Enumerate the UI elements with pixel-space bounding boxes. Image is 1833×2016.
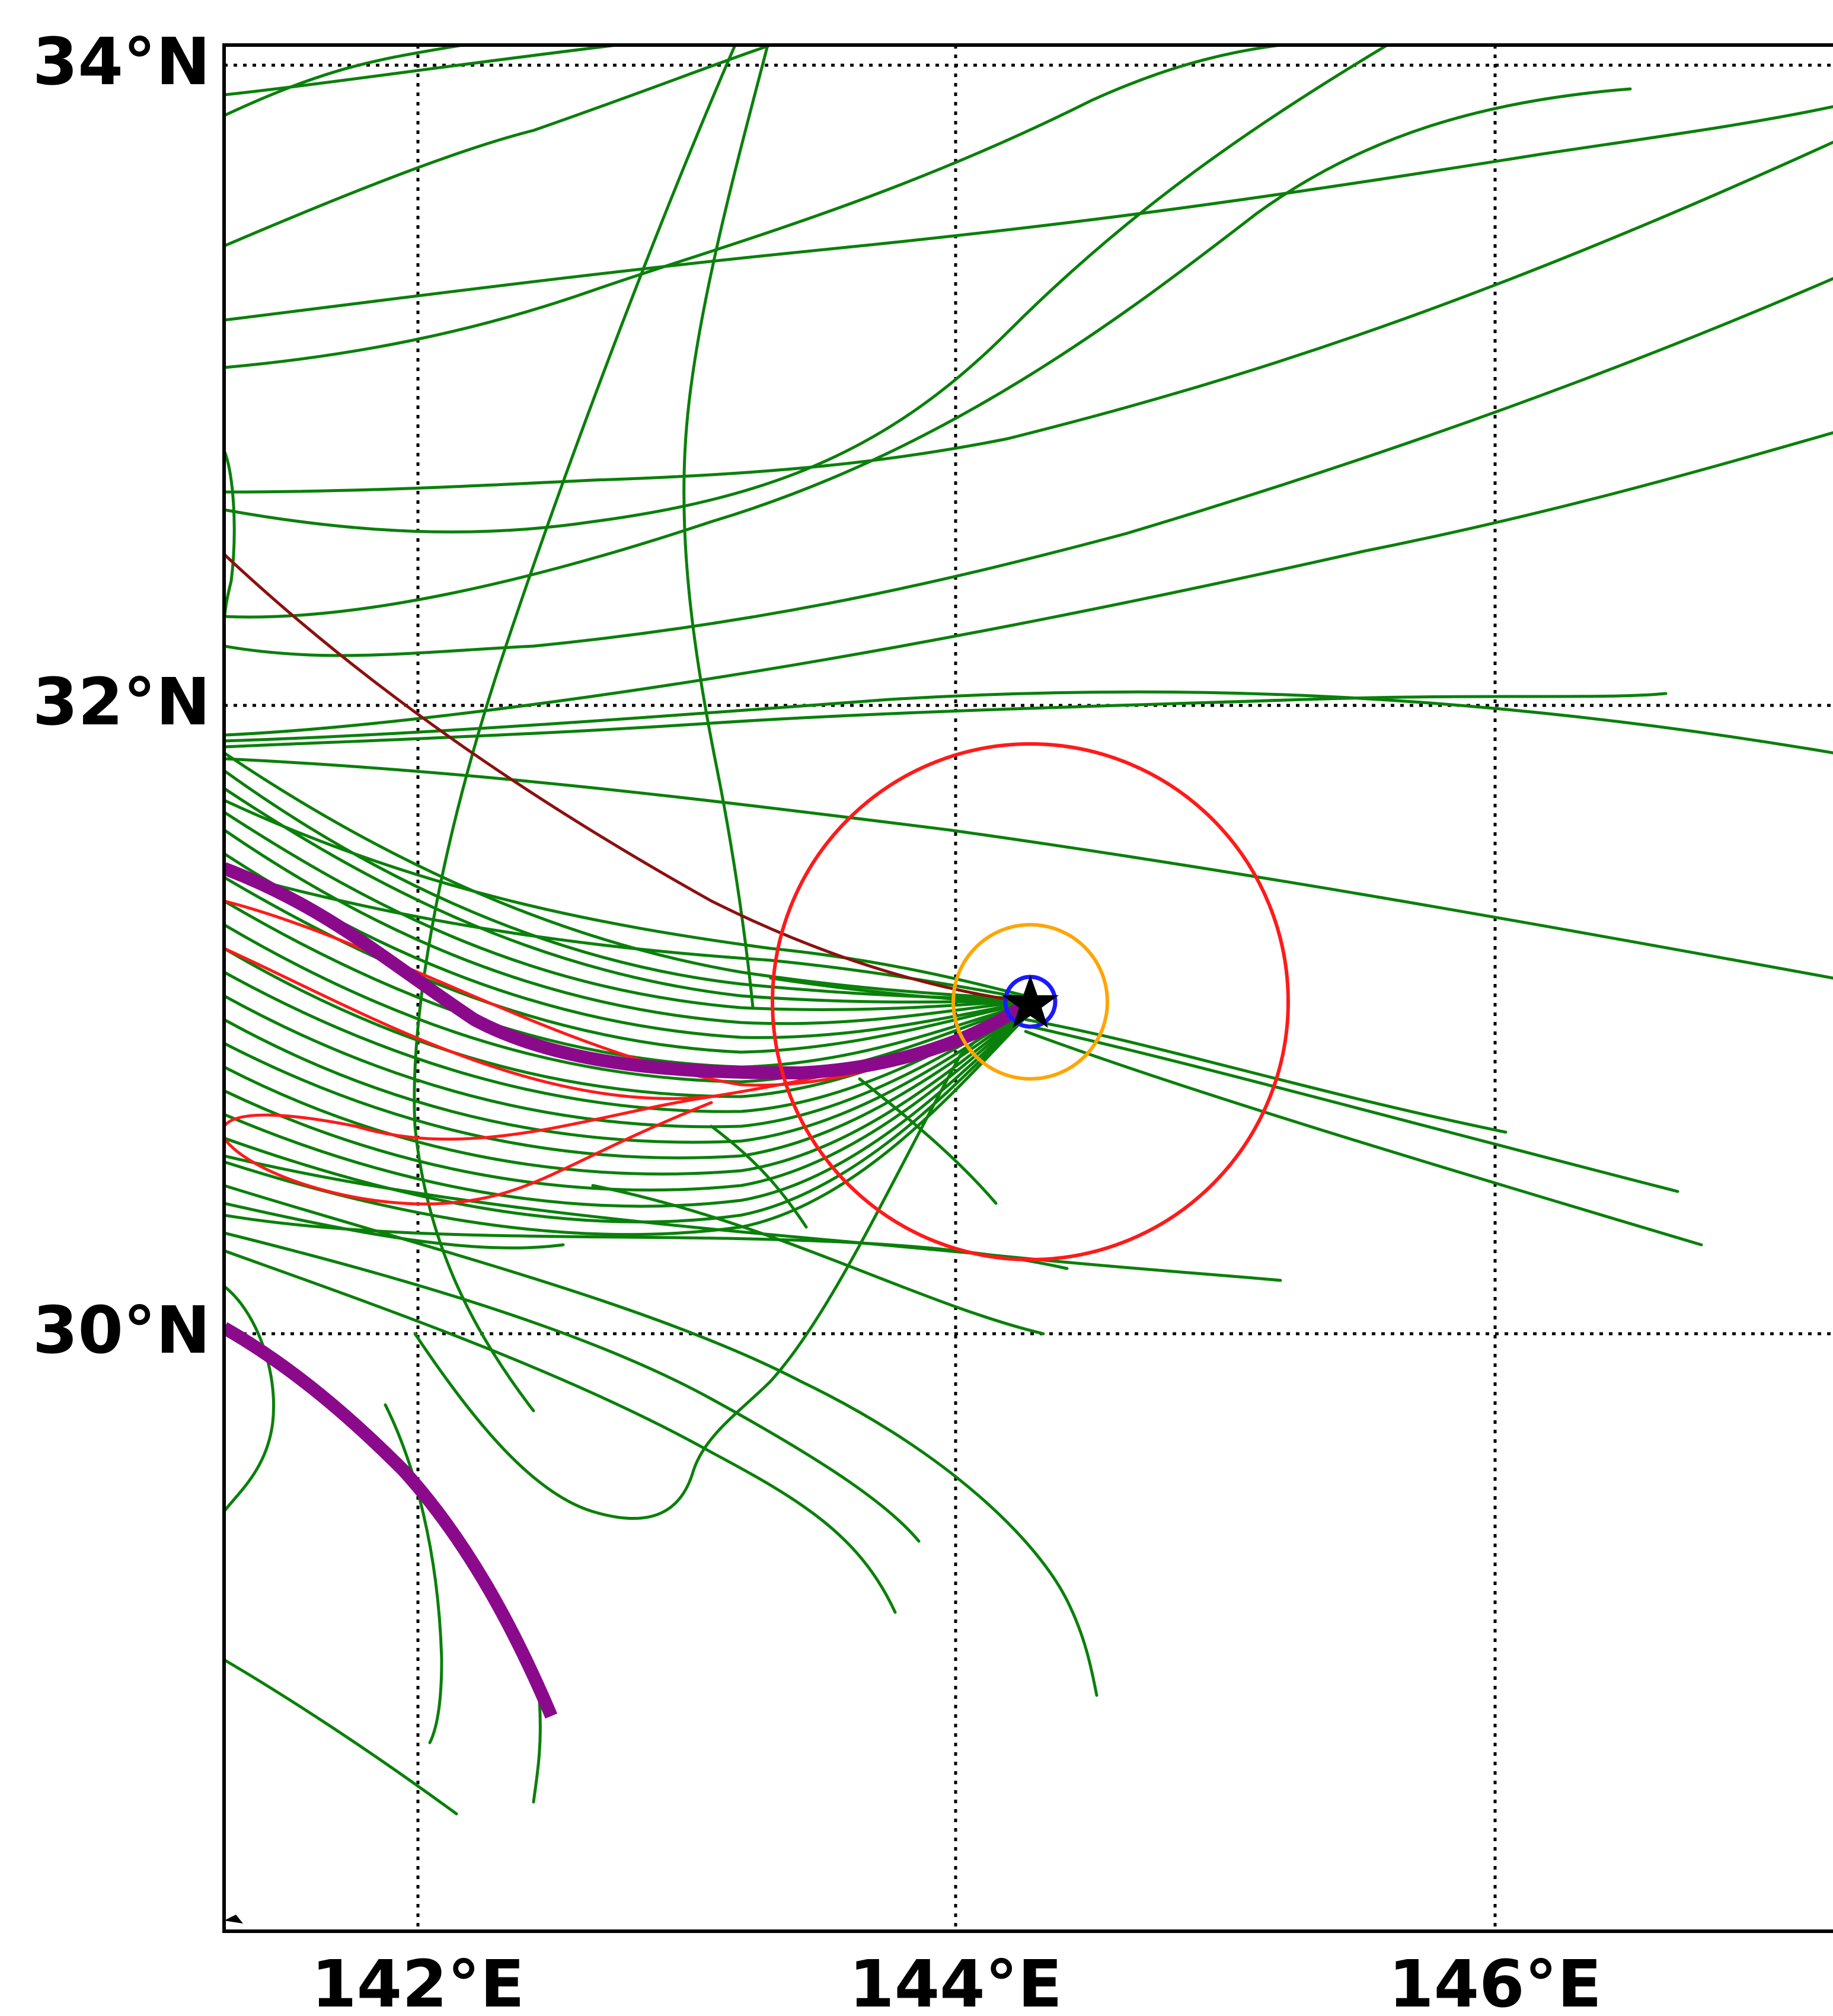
ensemble-track [224,1008,1027,1144]
corner-arrow-icon [224,1915,243,1924]
ensemble-track [224,1249,897,1614]
ensemble-track [224,876,1027,1054]
ensemble-track [224,45,618,97]
ensemble-track [224,692,1668,749]
lat-label-34: 34°N [33,24,210,100]
ensemble-track [224,757,1833,980]
ensemble-track [682,45,769,1009]
lat-label-32: 32°N [33,664,210,740]
ensemble-track [224,798,1027,998]
star-marker-icon [1002,975,1059,1028]
ensemble-track [224,1231,921,1543]
ensemble-track [413,1012,1027,1520]
lon-label-142: 142°E [311,1946,525,2016]
ensemble-track [224,1154,1282,1282]
ensemble-track [224,1014,1027,1223]
ensemble-track [224,277,1833,657]
ensemble-track [224,870,1027,1000]
ensemble-tracks [224,45,1833,1816]
ensemble-track [224,994,1027,1129]
radius-circle-medium [951,923,1109,1081]
plot-area [224,45,1833,1931]
radius-circle-large [771,742,1290,1261]
ensemble-track [224,1012,1027,1192]
ensemble-track [224,1011,1027,1175]
ensemble-track [224,1658,458,1816]
ensemble-track [224,923,1027,1084]
plot-frame [222,43,1833,1933]
ensemble-track [858,1077,998,1205]
lon-label-144: 144°E [849,1946,1062,2016]
ensemble-track [224,690,1833,755]
graticule [224,45,1833,1931]
ensemble-track [224,810,1027,1011]
ensemble-track [710,1124,808,1229]
ensemble-track [224,87,1632,619]
longitude-labels: 142°E 144°E 146°E [311,1946,1602,2016]
ensemble-track [224,1009,1027,1159]
ensemble-track [1024,1018,1508,1134]
best-track-primary [224,862,1024,1080]
ensemble-track [1024,1030,1703,1247]
ensemble-track [224,1184,1098,1697]
ensemble-track [413,45,737,1413]
ensemble-track [224,852,1027,1039]
ensemble-track [591,1184,1045,1336]
dark-red-track [224,553,1026,1004]
ensemble-track [224,140,1833,494]
ensemble-track [1024,1024,1679,1193]
ensemble-track [224,828,1027,1025]
latitude-labels: 34°N 32°N 30°N [33,24,210,1368]
ensemble-track [384,1403,443,1745]
ensemble-track [224,105,1833,322]
ensemble-track [224,45,772,248]
ensemble-track [224,787,1027,1004]
best-track-secondary [224,1322,558,1719]
ensemble-track [224,45,464,117]
ensemble-track [224,45,1282,369]
red-track [224,1101,713,1206]
lat-label-30: 30°N [33,1292,210,1368]
ensemble-track [224,431,1833,737]
red-track [224,1095,713,1141]
ensemble-track [224,751,1027,1001]
ensemble-track [224,1285,276,1513]
ensemble-track [224,45,1389,533]
ensemble-track [224,1202,565,1250]
lon-label-146: 146°E [1388,1946,1602,2016]
